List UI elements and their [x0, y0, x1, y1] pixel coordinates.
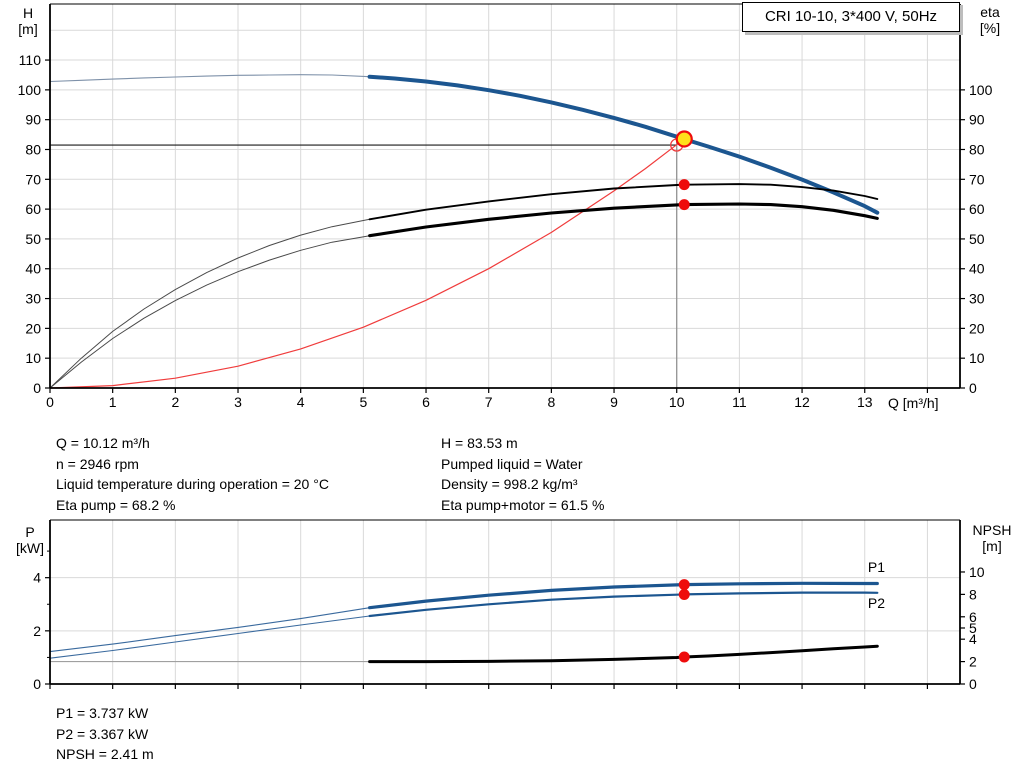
- eta-pump: [368, 183, 879, 221]
- yright-tick-label: 0: [969, 380, 977, 396]
- yright-tick-label: 20: [969, 320, 985, 336]
- x-tick-label: 13: [857, 394, 873, 410]
- p2-curve: [368, 591, 879, 618]
- duty-point-marker: [675, 130, 693, 148]
- duty-info-right: H = 83.53 m Pumped liquid = Water Densit…: [441, 433, 604, 516]
- series-label-p2: P2: [868, 595, 885, 611]
- yleft-tick-label: 90: [25, 112, 41, 128]
- eta-pump-motor-low-flow: [49, 235, 371, 389]
- pump-type-title: CRI 10-10, 3*400 V, 50Hz: [764, 8, 938, 25]
- head-curve: [367, 74, 880, 215]
- yright-tick-label: 90: [969, 112, 985, 128]
- yleft-tick-label: 2: [33, 623, 41, 639]
- yright-tick-label: 10: [969, 564, 985, 580]
- x-tick-label: 0: [46, 394, 54, 410]
- yright-tick-label: 6: [969, 609, 977, 625]
- yleft-tick-label: 4: [33, 570, 41, 586]
- x-tick-label: 7: [485, 394, 493, 410]
- yright-tick-label: 30: [969, 291, 985, 307]
- info-npsh: NPSH = 2.41 m: [56, 746, 154, 763]
- yleft-tick-label: 40: [25, 261, 41, 277]
- yright-tick-label: 0: [969, 676, 977, 692]
- info-flow: Q = 10.12 m³/h: [56, 435, 150, 451]
- x-tick-label: 5: [359, 394, 367, 410]
- eta-pump-motor-duty-dot: [678, 199, 690, 211]
- power-info-block: P1 = 3.737 kW P2 = 3.367 kW NPSH = 2.41 …: [56, 703, 154, 765]
- x-tick-label: 4: [297, 394, 305, 410]
- yleft-tick-label: 70: [25, 171, 41, 187]
- x-tick-label: 9: [610, 394, 618, 410]
- info-eta-pump: Eta pump = 68.2 %: [56, 497, 176, 514]
- yleft-tick-label: 110: [19, 52, 42, 68]
- p1-curve: [368, 581, 879, 610]
- npsh-duty-dot: [678, 651, 690, 663]
- duty-info-left: Q = 10.12 m³/h n = 2946 rpm Liquid tempe…: [56, 433, 329, 516]
- yleft-tick-label: 0: [33, 380, 41, 396]
- info-eta-pump-motor: Eta pump+motor = 61.5 %: [441, 497, 605, 514]
- info-pumped-liquid: Pumped liquid = Water: [441, 455, 583, 472]
- eta-pump-duty-dot: [678, 179, 690, 191]
- yleft-tick-label: 0: [33, 676, 41, 692]
- x-tick-label: 8: [547, 394, 555, 410]
- eta-pump-low-flow: [49, 218, 371, 389]
- yright-tick-label: 5: [969, 620, 977, 636]
- npsh-axis-title: NPSH [m]: [972, 522, 1012, 554]
- flow-axis-title: Q [m³/h]: [888, 395, 939, 411]
- yright-tick-label: 10: [969, 350, 985, 366]
- yright-tick-label: 4: [969, 631, 977, 647]
- system-curve: [49, 138, 685, 389]
- info-p1: P1 = 3.737 kW: [56, 705, 149, 721]
- x-tick-label: 1: [109, 394, 117, 410]
- x-tick-label: 10: [669, 394, 685, 410]
- x-tick-label: 2: [171, 394, 179, 410]
- yright-tick-label: 80: [969, 141, 985, 157]
- yright-tick-label: 40: [969, 261, 985, 277]
- yleft-tick-label: 50: [25, 231, 41, 247]
- head-curve-low-flow: [49, 74, 371, 83]
- info-speed: n = 2946 rpm: [56, 455, 139, 472]
- yleft-tick-label: 80: [25, 141, 41, 157]
- info-head: H = 83.53 m: [441, 435, 518, 451]
- p2-curve-low-flow: [49, 615, 371, 659]
- x-tick-label: 12: [794, 394, 810, 410]
- yright-tick-label: 70: [969, 171, 985, 187]
- x-tick-label: 6: [422, 394, 430, 410]
- yright-tick-label: 8: [969, 586, 977, 602]
- yleft-tick-label: 60: [25, 201, 41, 217]
- x-tick-label: 11: [732, 394, 747, 410]
- p2-duty-dot: [678, 589, 690, 601]
- eta-axis-title: eta [%]: [979, 4, 1001, 36]
- info-liquid-temperature: Liquid temperature during operation = 20…: [56, 476, 329, 493]
- yright-tick-label: 100: [969, 82, 993, 98]
- yleft-tick-label: 100: [18, 82, 42, 98]
- yright-tick-label: 50: [969, 231, 985, 247]
- pump-type-title-box: CRI 10-10, 3*400 V, 50Hz: [742, 2, 960, 32]
- x-tick-label: 3: [234, 394, 242, 410]
- series-label-p1: P1: [868, 559, 885, 575]
- yleft-tick-label: 20: [25, 320, 41, 336]
- yleft-tick-label: 10: [25, 350, 41, 366]
- yright-tick-label: 60: [969, 201, 985, 217]
- yleft-tick-label: 30: [25, 291, 41, 307]
- info-density: Density = 998.2 kg/m³: [441, 476, 578, 493]
- head-axis-title: H [m]: [18, 5, 38, 37]
- p1-curve-low-flow: [49, 607, 371, 653]
- info-p2: P2 = 3.367 kW: [56, 725, 149, 742]
- yright-tick-label: 2: [969, 654, 977, 670]
- power-axis-title: P [kW]: [16, 524, 44, 556]
- p1-duty-dot: [678, 579, 690, 591]
- npsh-curve: [368, 644, 879, 664]
